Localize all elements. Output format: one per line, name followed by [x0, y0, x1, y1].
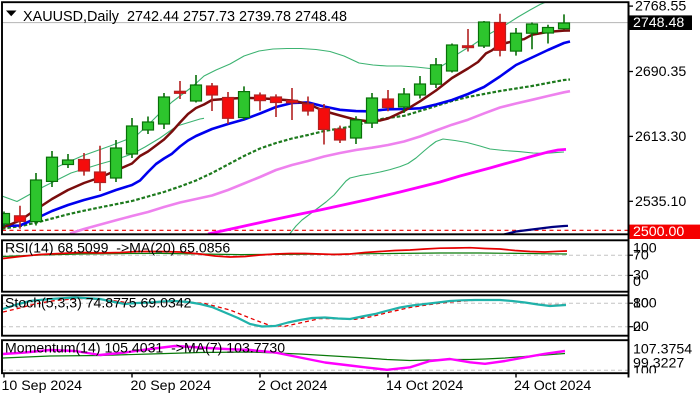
svg-text:2 Oct 2024: 2 Oct 2024 [258, 378, 328, 394]
svg-text:RSI(14) 68.5099 ->MA(20) 65.0: RSI(14) 68.5099 ->MA(20) 65.0856 [5, 240, 230, 256]
svg-text:100: 100 [633, 296, 657, 312]
svg-text:100: 100 [633, 363, 657, 379]
svg-text:Momentum(14) 105.4031 ->MA(7): Momentum(14) 105.4031 ->MA(7) 103.7730 [5, 340, 285, 356]
svg-text:0: 0 [633, 319, 641, 335]
svg-text:20: 20 [633, 319, 649, 335]
svg-text:20 Sep 2024: 20 Sep 2024 [131, 378, 212, 394]
svg-text:0: 0 [633, 274, 641, 290]
svg-text:99.3227: 99.3227 [633, 356, 684, 372]
svg-text:Stoch(5,3,3) 74.8775 69.0342: Stoch(5,3,3) 74.8775 69.0342 [5, 295, 192, 311]
svg-text:2535.10: 2535.10 [635, 194, 686, 210]
svg-text:14 Oct 2024: 14 Oct 2024 [386, 378, 463, 394]
svg-text:30: 30 [633, 268, 649, 284]
svg-text:2500.00: 2500.00 [633, 224, 684, 240]
svg-text:10 Sep 2024: 10 Sep 2024 [2, 378, 83, 394]
svg-text:2613.30: 2613.30 [635, 129, 686, 145]
svg-text:100: 100 [633, 241, 657, 257]
svg-text:2768.55: 2768.55 [635, 0, 686, 15]
svg-text:80: 80 [633, 295, 649, 311]
svg-text:24 Oct 2024: 24 Oct 2024 [514, 378, 591, 394]
svg-text:70: 70 [633, 248, 649, 264]
svg-text:2748.48: 2748.48 [633, 15, 684, 31]
svg-text:2690.35: 2690.35 [635, 64, 686, 80]
svg-text:107.3754: 107.3754 [633, 341, 692, 357]
svg-text:XAUUSD,Daily 2742.44 2757.73: XAUUSD,Daily 2742.44 2757.73 2739.78 274… [23, 9, 347, 25]
